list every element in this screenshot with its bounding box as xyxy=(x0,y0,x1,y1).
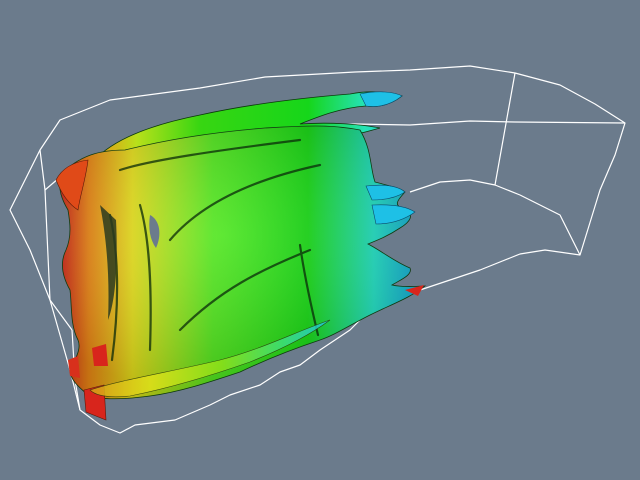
isosurface-lower-band xyxy=(89,319,331,398)
isosurface-right-lobes xyxy=(359,91,416,225)
isosurface-gap xyxy=(100,205,117,320)
isosurface xyxy=(55,91,427,421)
isosurface-folds xyxy=(108,138,322,362)
isosurface-left-edge-upper xyxy=(55,159,89,211)
